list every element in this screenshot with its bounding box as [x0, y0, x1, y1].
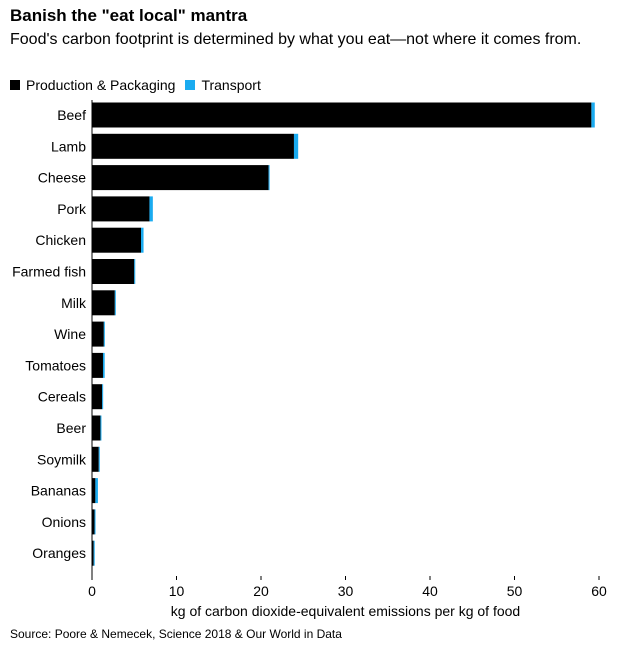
bar-transport-tomatoes: [102, 352, 105, 378]
category-label-pork: Pork: [57, 201, 87, 217]
legend: Production & Packaging Transport: [10, 77, 271, 93]
category-label-wine: Wine: [54, 326, 86, 342]
category-label-bananas: Bananas: [31, 483, 86, 499]
bar-production-pork: [92, 196, 150, 222]
bar-production-oranges: [92, 540, 94, 566]
category-label-chicken: Chicken: [35, 232, 86, 248]
bar-production-lamb: [92, 133, 294, 159]
category-label-oranges: Oranges: [32, 545, 86, 561]
x-tick-label-30: 30: [338, 583, 354, 599]
source-note: Source: Poore & Nemecek, Science 2018 & …: [10, 627, 342, 641]
legend-swatch-production: [10, 80, 20, 90]
x-axis-label: kg of carbon dioxide-equivalent emission…: [171, 603, 520, 619]
bar-production-milk: [92, 290, 115, 316]
bar-transport-beer: [100, 415, 102, 441]
bar-transport-onions: [94, 509, 96, 535]
bar-transport-milk: [114, 290, 116, 316]
bar-transport-pork: [149, 196, 153, 222]
category-label-tomatoes: Tomatoes: [25, 357, 86, 373]
legend-item-transport: Transport: [185, 77, 261, 93]
bar-transport-oranges: [93, 540, 95, 566]
bar-production-beer: [92, 415, 101, 441]
category-label-onions: Onions: [42, 514, 86, 530]
x-tick-label-0: 0: [88, 583, 96, 599]
bar-transport-soymilk: [98, 446, 100, 472]
chart-title: Banish the "eat local" mantra: [10, 6, 248, 25]
chart-subtitle: Food's carbon footprint is determined by…: [10, 31, 582, 48]
bar-production-soymilk: [92, 446, 99, 472]
bar-transport-cheese: [268, 165, 270, 191]
category-label-cheese: Cheese: [38, 170, 86, 186]
bar-production-cheese: [92, 165, 269, 191]
x-tick-label-20: 20: [253, 583, 269, 599]
bar-transport-bananas: [95, 478, 98, 504]
bar-transport-lamb: [293, 133, 299, 159]
category-label-farmed-fish: Farmed fish: [12, 264, 86, 280]
x-tick-label-50: 50: [507, 583, 523, 599]
bar-production-cereals: [92, 384, 103, 410]
category-label-cereals: Cereals: [38, 389, 86, 405]
legend-label-production: Production & Packaging: [26, 77, 176, 93]
bar-transport-cereals: [102, 384, 104, 410]
category-label-soymilk: Soymilk: [37, 451, 87, 467]
legend-item-production: Production & Packaging: [10, 77, 175, 93]
bar-transport-chicken: [141, 227, 144, 253]
bar-transport-wine: [103, 321, 105, 347]
category-label-lamb: Lamb: [51, 138, 86, 154]
bar-transport-beef: [591, 102, 595, 128]
legend-swatch-transport: [185, 80, 196, 90]
bar-production-onions: [92, 509, 95, 535]
category-label-beer: Beer: [56, 420, 86, 436]
category-label-beef: Beef: [57, 107, 86, 123]
bar-production-chicken: [92, 227, 142, 253]
bar-production-farmed-fish: [92, 259, 135, 284]
legend-label-transport: Transport: [201, 77, 261, 93]
bar-production-beef: [92, 102, 592, 128]
bar-production-wine: [92, 321, 104, 347]
bar-production-bananas: [92, 478, 96, 504]
x-tick-label-40: 40: [422, 583, 438, 599]
x-tick-label-10: 10: [169, 583, 185, 599]
bar-transport-farmed-fish: [134, 259, 136, 284]
category-label-milk: Milk: [61, 295, 87, 311]
x-tick-label-60: 60: [591, 583, 607, 599]
bar-production-tomatoes: [92, 352, 103, 378]
